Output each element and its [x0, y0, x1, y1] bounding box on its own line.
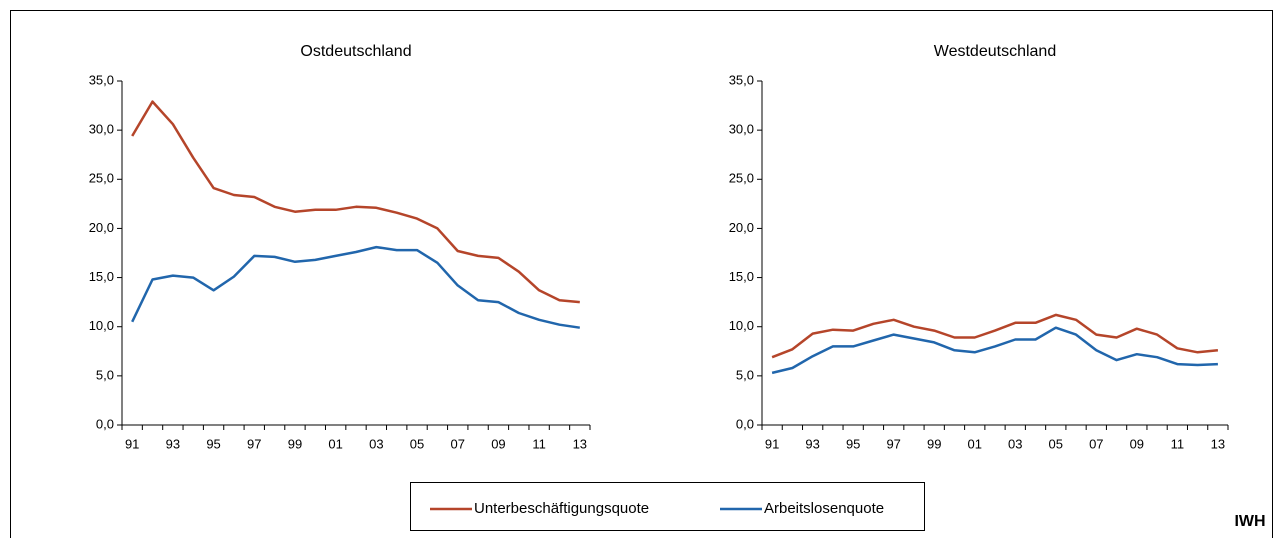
x-tick-label: 01: [968, 436, 982, 451]
y-tick-label: 5,0: [736, 367, 754, 382]
x-tick-label: 91: [125, 436, 139, 451]
x-tick-label: 95: [846, 436, 860, 451]
y-tick-label: 5,0: [96, 367, 114, 382]
y-tick-label: 25,0: [729, 171, 754, 186]
legend-label: Unterbeschäftigungsquote: [474, 500, 649, 517]
frame: [10, 10, 1273, 538]
y-tick-label: 10,0: [729, 318, 754, 333]
x-tick-label: 03: [1008, 436, 1022, 451]
x-tick-label: 07: [451, 436, 465, 451]
legend-box: [410, 482, 925, 531]
chart-title: Ostdeutschland: [300, 43, 411, 60]
series-line: [771, 326, 1218, 375]
x-tick-label: 01: [328, 436, 342, 451]
y-tick-label: 20,0: [729, 220, 754, 235]
y-tick-label: 35,0: [729, 72, 754, 87]
x-tick-label: 91: [765, 436, 779, 451]
x-tick-label: 09: [491, 436, 505, 451]
series-line: [131, 245, 580, 329]
x-tick-label: 13: [573, 436, 587, 451]
x-tick-label: 99: [927, 436, 941, 451]
series-line: [771, 313, 1219, 359]
x-tick-label: 93: [805, 436, 819, 451]
y-tick-label: 30,0: [729, 122, 754, 137]
y-tick-label: 25,0: [89, 171, 114, 186]
x-tick-label: 97: [247, 436, 261, 451]
x-tick-label: 05: [1049, 436, 1063, 451]
chart-title: Westdeutschland: [934, 43, 1056, 60]
y-tick-label: 30,0: [89, 122, 114, 137]
y-tick-label: 15,0: [89, 269, 114, 284]
y-tick-label: 0,0: [96, 416, 114, 431]
x-tick-label: 07: [1089, 436, 1103, 451]
x-tick-label: 09: [1130, 436, 1144, 451]
x-tick-label: 05: [410, 436, 424, 451]
x-tick-label: 99: [288, 436, 302, 451]
y-tick-label: 10,0: [89, 318, 114, 333]
y-tick-label: 35,0: [89, 72, 114, 87]
x-tick-label: 95: [206, 436, 220, 451]
series-line: [131, 100, 580, 304]
y-tick-label: 20,0: [89, 220, 114, 235]
x-tick-label: 93: [166, 436, 180, 451]
x-tick-label: 03: [369, 436, 383, 451]
source-label: IWH: [1234, 513, 1265, 530]
legend-label: Arbeitslosenquote: [764, 500, 884, 517]
x-tick-label: 97: [886, 436, 900, 451]
x-tick-label: 11: [1171, 436, 1185, 451]
x-tick-label: 13: [1211, 436, 1225, 451]
y-tick-label: 15,0: [729, 269, 754, 284]
y-tick-label: 0,0: [736, 416, 754, 431]
x-tick-label: 11: [532, 436, 546, 451]
